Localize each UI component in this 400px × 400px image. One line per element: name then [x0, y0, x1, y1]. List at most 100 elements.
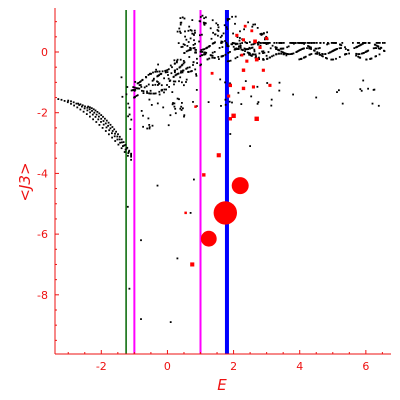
data-point	[182, 43, 185, 46]
data-point	[292, 42, 295, 44]
data-point	[375, 42, 378, 44]
data-point	[178, 66, 181, 69]
data-point	[138, 81, 141, 83]
data-point	[247, 51, 250, 54]
data-point	[102, 115, 104, 118]
data-point	[140, 239, 142, 242]
data-point	[178, 98, 180, 101]
data-point	[140, 110, 143, 112]
data-point	[341, 42, 344, 44]
data-point	[148, 124, 151, 126]
data-point	[97, 118, 100, 121]
data-point	[127, 152, 130, 154]
data-point	[286, 46, 289, 49]
data-point	[253, 42, 256, 45]
data-point	[244, 41, 247, 44]
data-point	[201, 14, 204, 17]
data-point	[374, 47, 377, 49]
vertical-lines-layer	[125, 10, 229, 354]
data-point	[352, 42, 354, 44]
red-marker	[251, 85, 255, 89]
data-point	[238, 39, 241, 42]
data-point	[180, 105, 183, 108]
data-point	[205, 51, 208, 54]
data-point	[266, 31, 268, 34]
data-point	[231, 42, 234, 44]
data-point	[282, 42, 285, 44]
data-point	[367, 49, 370, 52]
data-point	[302, 42, 305, 44]
data-point	[229, 133, 232, 135]
data-point	[174, 107, 177, 110]
data-point	[257, 101, 260, 103]
data-point	[252, 43, 255, 46]
data-point	[113, 128, 116, 131]
data-point	[315, 96, 318, 99]
data-point	[199, 16, 202, 18]
data-point	[238, 45, 241, 48]
data-point	[171, 91, 174, 93]
data-point	[362, 42, 364, 45]
data-point	[182, 69, 184, 72]
data-point	[184, 30, 186, 33]
data-point	[182, 60, 185, 62]
data-point	[100, 121, 102, 123]
red-marker	[213, 201, 237, 225]
data-point	[81, 104, 84, 107]
data-point	[377, 45, 379, 48]
data-point	[300, 42, 303, 44]
data-point	[229, 82, 231, 85]
data-point	[248, 53, 250, 56]
data-point	[116, 138, 119, 141]
data-point	[193, 47, 196, 49]
data-point	[249, 145, 251, 147]
data-point	[226, 19, 229, 22]
data-point	[154, 83, 157, 86]
black-dot-cloud-layer	[57, 14, 386, 323]
data-point	[180, 46, 183, 48]
data-point	[236, 36, 239, 38]
data-point	[273, 42, 276, 44]
data-point	[133, 86, 136, 89]
red-marker-layer	[184, 24, 272, 267]
data-point	[173, 69, 176, 72]
data-point	[181, 45, 184, 48]
data-point	[145, 85, 148, 88]
data-point	[278, 52, 280, 55]
data-point	[316, 51, 319, 54]
data-point	[188, 66, 191, 69]
data-point	[201, 33, 203, 36]
data-point	[179, 58, 182, 61]
data-point	[228, 60, 230, 62]
data-point	[240, 103, 243, 105]
x-tick-label: 2	[230, 360, 237, 373]
data-point	[130, 89, 133, 92]
data-point	[231, 15, 233, 18]
data-point	[210, 37, 213, 40]
data-point	[291, 52, 294, 55]
data-point	[318, 52, 321, 54]
data-point	[240, 48, 243, 51]
data-point	[244, 48, 247, 51]
data-point	[98, 115, 100, 118]
data-point	[166, 84, 168, 86]
data-point	[72, 101, 75, 104]
data-point	[359, 44, 361, 47]
red-marker	[216, 153, 221, 158]
data-point	[70, 100, 72, 103]
data-point	[267, 51, 270, 53]
data-point	[155, 68, 157, 71]
tick-labels-layer: -2 0 2 4 6 0 -2 -4 -6 -8	[37, 46, 369, 373]
data-point	[306, 47, 308, 49]
data-point	[158, 74, 160, 76]
data-point	[272, 54, 275, 57]
data-point	[89, 115, 91, 118]
red-marker	[268, 83, 272, 87]
data-point	[358, 53, 361, 55]
data-point	[220, 42, 222, 44]
data-point	[178, 80, 180, 83]
data-point	[380, 46, 382, 49]
data-point	[254, 53, 257, 56]
data-point	[244, 80, 247, 82]
data-point	[120, 76, 123, 79]
